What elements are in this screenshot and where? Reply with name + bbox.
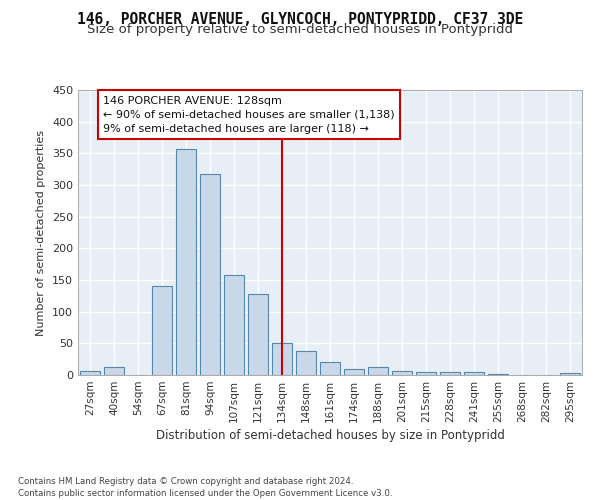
- Bar: [320, 362, 340, 375]
- Bar: [296, 351, 316, 375]
- X-axis label: Distribution of semi-detached houses by size in Pontypridd: Distribution of semi-detached houses by …: [155, 429, 505, 442]
- Bar: [488, 374, 508, 375]
- Bar: [392, 370, 412, 375]
- Bar: [80, 371, 100, 375]
- Bar: [176, 149, 196, 375]
- Bar: [416, 372, 436, 375]
- Text: Contains HM Land Registry data © Crown copyright and database right 2024.
Contai: Contains HM Land Registry data © Crown c…: [18, 476, 392, 498]
- Text: 146 PORCHER AVENUE: 128sqm
← 90% of semi-detached houses are smaller (1,138)
9% : 146 PORCHER AVENUE: 128sqm ← 90% of semi…: [103, 96, 395, 134]
- Bar: [464, 372, 484, 375]
- Y-axis label: Number of semi-detached properties: Number of semi-detached properties: [37, 130, 46, 336]
- Bar: [344, 368, 364, 375]
- Bar: [560, 373, 580, 375]
- Bar: [200, 174, 220, 375]
- Bar: [248, 294, 268, 375]
- Bar: [440, 372, 460, 375]
- Bar: [368, 367, 388, 375]
- Bar: [104, 368, 124, 375]
- Bar: [272, 344, 292, 375]
- Bar: [224, 275, 244, 375]
- Text: Size of property relative to semi-detached houses in Pontypridd: Size of property relative to semi-detach…: [87, 22, 513, 36]
- Text: 146, PORCHER AVENUE, GLYNCOCH, PONTYPRIDD, CF37 3DE: 146, PORCHER AVENUE, GLYNCOCH, PONTYPRID…: [77, 12, 523, 28]
- Bar: [152, 286, 172, 375]
